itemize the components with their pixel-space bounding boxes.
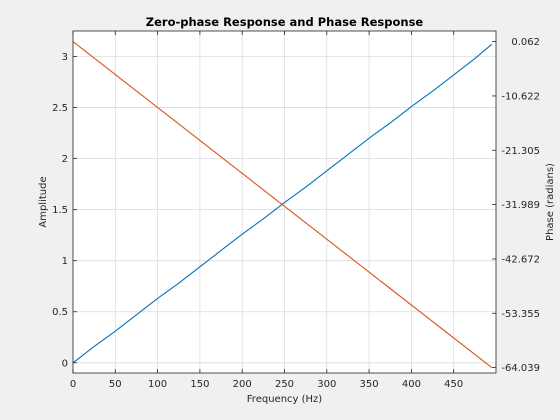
x-tick-label-6: 300 xyxy=(317,379,336,390)
x-tick-label-7: 350 xyxy=(360,379,379,390)
x-tick-label-0: 0 xyxy=(70,379,76,390)
x-axis-label: Frequency (Hz) xyxy=(247,394,323,405)
grid xyxy=(72,31,496,373)
x-tick-label-5: 250 xyxy=(275,379,294,390)
y-axis-label-right: Phase (radians) xyxy=(545,163,556,241)
x-tick-label-8: 400 xyxy=(402,379,421,390)
y-right-tick-label-0: -64.039 xyxy=(501,363,540,374)
y-left-tick-label-1: 0.5 xyxy=(52,307,68,318)
ticks-layer: 0 50 100 150 200 250 300 350 400 450 0 0.5 1 1.5 2 2.5 3… xyxy=(52,31,540,390)
chart-title: Zero-phase Response and Phase Response xyxy=(146,15,424,29)
series-layer xyxy=(72,41,493,369)
y-right-tick-label-4: -21.305 xyxy=(501,146,540,157)
y-axis-label-left: Amplitude xyxy=(38,176,49,227)
y-right-tick-label-1: -53.355 xyxy=(501,309,540,320)
y-right-tick-label-3: -31.989 xyxy=(501,200,540,211)
x-tick-label-1: 50 xyxy=(109,379,122,390)
y-right-tick-label-6: 0.062 xyxy=(511,37,540,48)
y-left-tick-label-0: 0 xyxy=(62,358,68,369)
x-tick-label-9: 450 xyxy=(444,379,463,390)
y-left-tick-label-6: 3 xyxy=(62,52,68,63)
y-left-tick-label-2: 1 xyxy=(62,256,68,267)
x-tick-label-3: 150 xyxy=(190,379,209,390)
y-left-tick-label-5: 2.5 xyxy=(52,103,68,114)
x-tick-label-4: 200 xyxy=(233,379,252,390)
series-line-phase xyxy=(72,41,493,369)
x-tick-label-2: 100 xyxy=(148,379,167,390)
y-right-tick-label-5: -10.622 xyxy=(501,91,540,102)
y-left-tick-label-4: 2 xyxy=(62,154,68,165)
y-right-tick-label-2: -42.672 xyxy=(501,254,540,265)
y-left-tick-label-3: 1.5 xyxy=(52,205,68,216)
series-line-amplitude xyxy=(72,43,493,364)
